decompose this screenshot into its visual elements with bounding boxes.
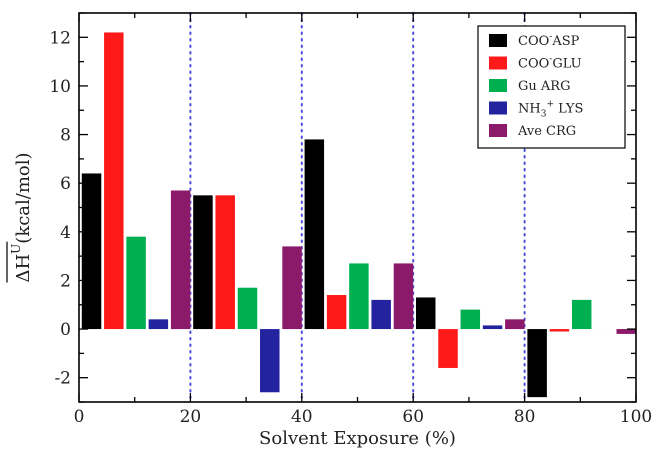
bar-lys-nh-bin3 [482, 325, 503, 330]
legend-label: Ave CRG [517, 124, 576, 139]
x-tick-label: 0 [74, 407, 85, 427]
legend-swatch [489, 56, 507, 70]
legend-swatch [489, 34, 507, 47]
bar-asp-coo-bin4 [527, 329, 547, 398]
bar--ave-crg-bin1 [282, 246, 302, 330]
bars [81, 32, 636, 398]
bar-asp-coo-bin2 [304, 139, 325, 330]
bar--gu-arg-bin4 [571, 299, 592, 330]
bar--ave-crg-bin3 [505, 319, 525, 330]
dotted-lines [189, 12, 526, 403]
y-tick-label: 10 [49, 77, 71, 97]
bar--gu-arg-bin3 [460, 309, 481, 330]
y-axis-title-superscript: U [9, 244, 23, 254]
bar-glu-coo-bin0 [104, 32, 124, 330]
x-tick-label: 60 [402, 407, 424, 427]
legend-label: COO-ASP [518, 32, 580, 49]
y-tick-label: 6 [60, 174, 71, 194]
bar-lys-nh-bin1 [260, 329, 280, 393]
bar--gu-arg-bin2 [349, 263, 369, 330]
bar--gu-arg-bin0 [126, 236, 146, 330]
x-axis-title: Solvent Exposure (%) [259, 428, 456, 449]
x-tick-label: 40 [291, 407, 313, 427]
x-tick-label: 80 [514, 407, 536, 427]
legend-swatch [489, 79, 507, 92]
svg-text:ΔHU(kcal/mol): ΔHU(kcal/mol) [9, 152, 34, 282]
bar-glu-coo-bin4 [549, 329, 570, 332]
y-tick-label: 8 [60, 126, 71, 146]
bar-asp-coo-bin1 [193, 195, 213, 330]
bar-lys-nh-bin0 [148, 319, 169, 330]
legend-swatch [489, 101, 507, 115]
x-tick-label: 100 [620, 407, 652, 427]
y-tick-label: -2 [54, 369, 71, 389]
bar-lys-nh-bin2 [371, 299, 391, 330]
bar-glu-coo-bin1 [215, 195, 235, 330]
legend-label: COO-GLU [518, 55, 582, 72]
bar--ave-crg-bin4 [616, 329, 636, 334]
y-tick-label: 2 [60, 271, 71, 291]
y-axis-title-unit: (kcal/mol) [13, 152, 34, 243]
bar-glu-coo-bin3 [438, 329, 458, 368]
legend: COO-ASP COO-GLU Gu ARG NH3+ LYS Ave CRG [477, 25, 626, 149]
y-tick-label: 4 [60, 223, 71, 243]
y-axis-title-symbol: ΔH [13, 254, 34, 283]
bar-asp-coo-bin3 [415, 297, 436, 330]
y-axis-title: ΔHU(kcal/mol) [6, 152, 34, 283]
bar--ave-crg-bin2 [393, 263, 414, 330]
bar--ave-crg-bin0 [170, 190, 191, 330]
bar-glu-coo-bin2 [326, 295, 347, 330]
x-tick-label: 20 [180, 407, 202, 427]
y-tick-label: 12 [49, 28, 71, 48]
bar-asp-coo-bin0 [81, 173, 102, 330]
legend-label: Gu ARG [518, 79, 570, 94]
y-tick-label: 0 [60, 320, 71, 340]
bar--gu-arg-bin1 [237, 287, 258, 330]
legend-swatch [489, 124, 507, 137]
legend-label: NH3+ LYS [518, 100, 583, 120]
